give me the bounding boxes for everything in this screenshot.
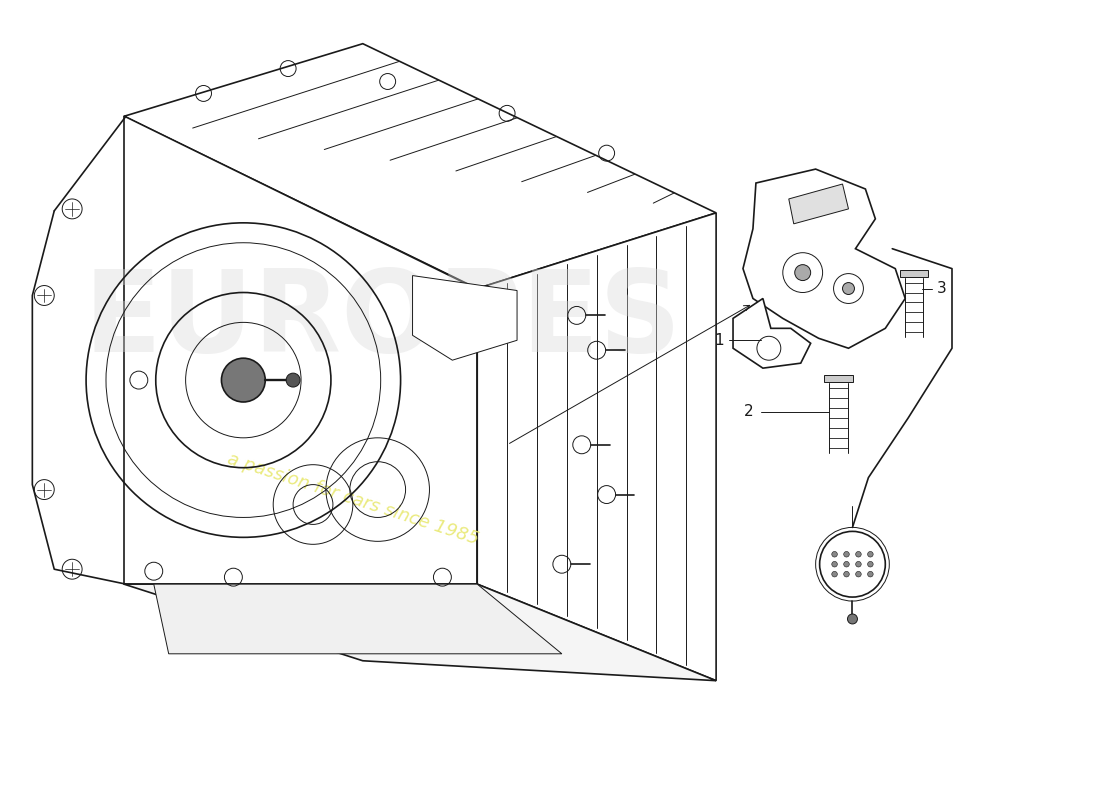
Polygon shape <box>124 116 477 584</box>
Text: EUROPES: EUROPES <box>84 265 682 376</box>
Polygon shape <box>789 184 848 224</box>
Circle shape <box>844 562 849 567</box>
Circle shape <box>856 571 861 577</box>
Text: a passion for cars since 1985: a passion for cars since 1985 <box>224 450 481 549</box>
Polygon shape <box>154 584 562 654</box>
Circle shape <box>844 551 849 557</box>
Circle shape <box>832 551 837 557</box>
Text: 1: 1 <box>714 333 724 348</box>
Circle shape <box>843 282 855 294</box>
Polygon shape <box>824 375 854 382</box>
Circle shape <box>832 571 837 577</box>
Polygon shape <box>124 44 716 289</box>
Circle shape <box>221 358 265 402</box>
Polygon shape <box>742 169 905 348</box>
Polygon shape <box>900 270 928 277</box>
Circle shape <box>868 562 873 567</box>
Circle shape <box>820 531 886 597</box>
Circle shape <box>844 571 849 577</box>
Polygon shape <box>412 275 517 360</box>
Polygon shape <box>733 298 811 368</box>
Text: 2: 2 <box>744 405 754 419</box>
Circle shape <box>868 571 873 577</box>
Circle shape <box>286 373 300 387</box>
Circle shape <box>847 614 857 624</box>
Polygon shape <box>124 584 716 681</box>
Circle shape <box>856 562 861 567</box>
Polygon shape <box>477 213 716 681</box>
Circle shape <box>868 551 873 557</box>
Circle shape <box>856 551 861 557</box>
Text: 3: 3 <box>937 281 947 296</box>
Circle shape <box>832 562 837 567</box>
Circle shape <box>794 265 811 281</box>
